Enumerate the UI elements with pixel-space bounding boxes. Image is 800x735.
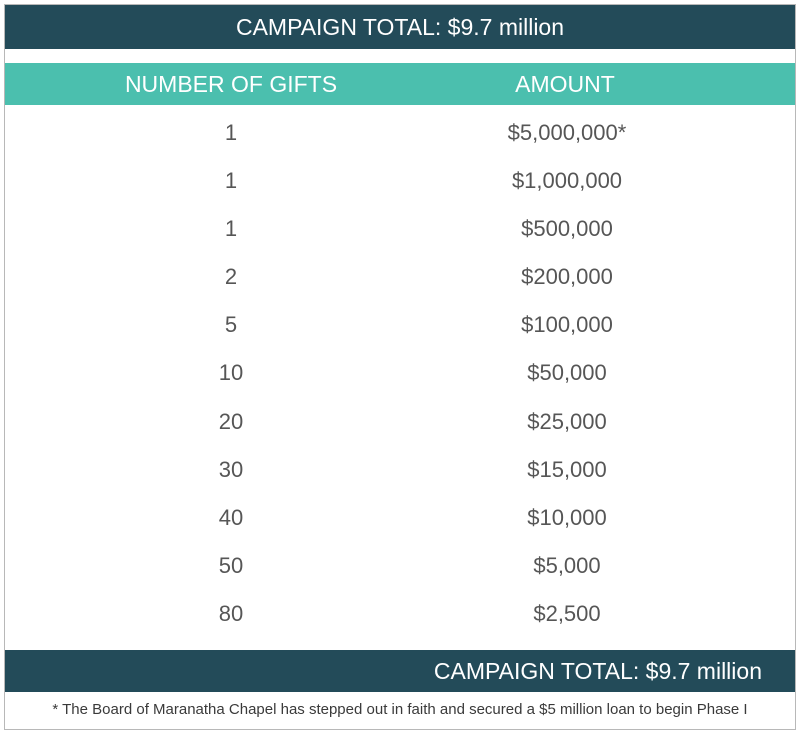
gifts-cell: 2: [224, 264, 238, 290]
gifts-cell: 1: [224, 120, 238, 145]
table-row: 30 $15,000: [5, 446, 795, 494]
amount-cell: $10,000: [527, 504, 607, 530]
column-header-amount: AMOUNT: [515, 71, 615, 97]
table-row: 1 $1,000,000: [5, 157, 795, 205]
campaign-total-footer-text: CAMPAIGN TOTAL: $9.7 million: [433, 658, 762, 684]
gifts-cell: 10: [218, 360, 244, 386]
amount-cell: $200,000: [521, 264, 613, 290]
amount-cell: $50,000: [527, 360, 607, 386]
amount-cell: $25,000: [527, 408, 607, 434]
table-row: 20 $25,000: [5, 398, 795, 446]
amount-cell: $5,000: [533, 552, 601, 578]
gifts-cell: 5: [224, 312, 238, 338]
table-row: 5 $100,000: [5, 301, 795, 349]
campaign-total-footer: CAMPAIGN TOTAL: $9.7 million: [5, 650, 795, 692]
gifts-cell: 30: [218, 456, 244, 482]
table-row: 50 $5,000: [5, 542, 795, 590]
amount-cell: $15,000: [527, 456, 607, 482]
footnote: * The Board of Maranatha Chapel has step…: [52, 701, 748, 718]
amount-cell: $500,000: [521, 216, 613, 242]
table-row: 40 $10,000: [5, 494, 795, 542]
amount-cell: $100,000: [521, 312, 613, 338]
table-header-row: NUMBER OF GIFTS AMOUNT: [5, 63, 795, 105]
amount-cell: $5,000,000*: [507, 120, 627, 145]
table-row: 1 $500,000: [5, 205, 795, 253]
table-body: 1 $5,000,000* 1 $1,000,000 1 $500,000 2 …: [5, 109, 795, 638]
gifts-cell: 20: [218, 408, 244, 434]
table-row: 2 $200,000: [5, 253, 795, 301]
table-row: 10 $50,000: [5, 349, 795, 397]
gifts-cell: 50: [218, 552, 244, 578]
gifts-cell: 80: [218, 600, 244, 626]
gifts-cell: 1: [224, 216, 238, 242]
amount-cell: $2,500: [533, 600, 601, 626]
gifts-cell: 40: [218, 504, 244, 530]
table-row: 80 $2,500: [5, 590, 795, 638]
gifts-cell: 1: [224, 168, 238, 194]
table-row: 1 $5,000,000*: [5, 109, 795, 157]
gift-chart-table: CAMPAIGN TOTAL: $9.7 million NUMBER OF G…: [4, 4, 796, 730]
column-header-number-of-gifts: NUMBER OF GIFTS: [124, 71, 338, 97]
amount-cell: $1,000,000: [511, 168, 623, 194]
campaign-total-header: CAMPAIGN TOTAL: $9.7 million: [5, 5, 795, 49]
